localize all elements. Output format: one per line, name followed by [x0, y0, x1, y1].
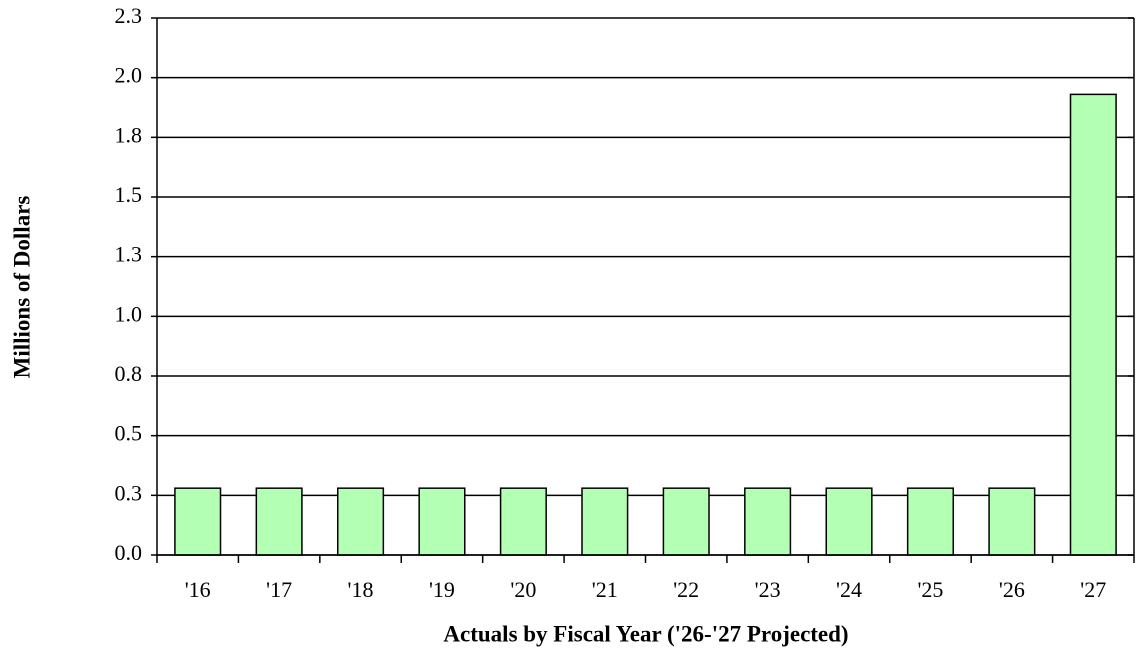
x-tick-label: '26 — [999, 577, 1025, 602]
x-tick-label: '21 — [592, 577, 618, 602]
bar — [581, 487, 629, 556]
y-tick-label: 0.5 — [115, 421, 143, 446]
bar — [336, 487, 385, 556]
x-tick-label: '25 — [917, 577, 943, 602]
bar — [255, 487, 303, 556]
y-tick-label: 1.8 — [115, 122, 143, 147]
bar — [988, 487, 1036, 556]
y-tick-label: 0.0 — [115, 540, 143, 565]
x-tick-label: '27 — [1080, 577, 1106, 602]
y-tick-label: 1.3 — [115, 242, 143, 267]
x-tick-label: '22 — [673, 577, 699, 602]
x-tick-label: '20 — [510, 577, 536, 602]
bar — [662, 487, 710, 556]
bar — [174, 487, 222, 556]
bar — [1069, 93, 1117, 556]
bar — [418, 487, 466, 556]
bar — [906, 487, 955, 556]
y-tick-label: 0.8 — [115, 361, 143, 386]
x-tick-label: '16 — [185, 577, 211, 602]
bar — [744, 487, 792, 556]
x-tick-label: '23 — [755, 577, 781, 602]
y-tick-label: 1.5 — [115, 182, 143, 207]
x-tick-label: '17 — [266, 577, 292, 602]
x-tick-label: '24 — [836, 577, 862, 602]
bar — [499, 487, 547, 556]
x-tick-label: '19 — [429, 577, 455, 602]
y-tick-label: 2.0 — [115, 63, 143, 88]
y-tick-label: 0.3 — [115, 480, 143, 505]
x-axis-title: Actuals by Fiscal Year ('26-'27 Projecte… — [443, 621, 848, 646]
x-tick-label: '18 — [348, 577, 374, 602]
y-tick-label: 2.3 — [115, 3, 143, 28]
bar — [825, 487, 873, 556]
y-tick-label: 1.0 — [115, 301, 143, 326]
y-axis-title: Millions of Dollars — [9, 196, 34, 379]
